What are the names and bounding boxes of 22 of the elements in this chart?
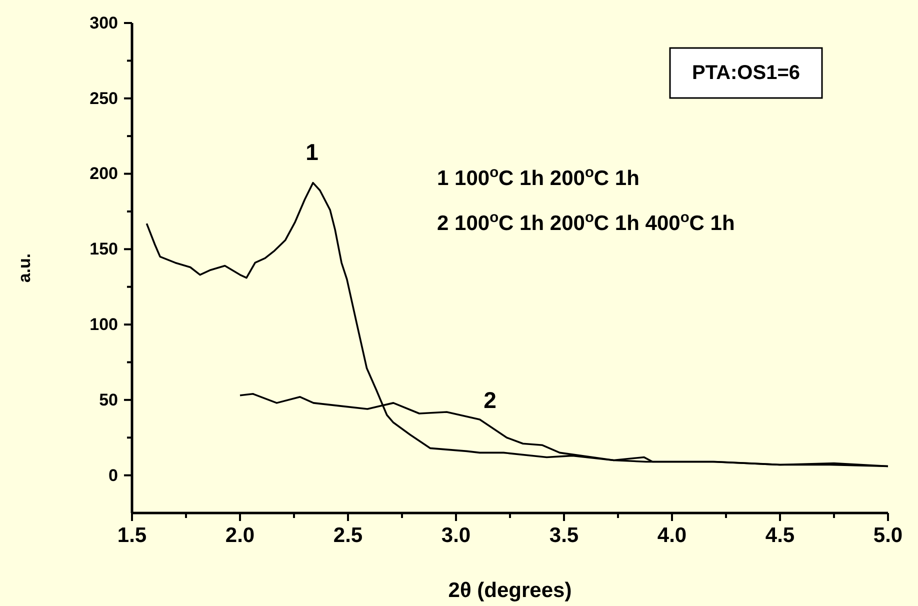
annotation: PTA:OS1=6 (692, 62, 800, 84)
text: 3.0 (441, 524, 471, 547)
annotation: 1 100$^{o}$C 1h 200$^{o}$C 1h (437, 165, 640, 190)
text: 2.0 (225, 524, 255, 547)
text: 5.0 (873, 524, 903, 547)
x-axis-title: 2θ (degrees) (448, 579, 572, 602)
annotation: 1 (306, 139, 319, 165)
y-axis-title: a.u. (15, 253, 34, 283)
x-tick-label: 1.5 (117, 524, 147, 547)
y-tick-label: 300 (90, 13, 118, 32)
text: 4.0 (657, 524, 687, 547)
x-tick-label: 4.5 (765, 524, 795, 547)
annotation: 2 (484, 387, 496, 413)
y-tick-label: 100 (90, 314, 118, 334)
annotation: 2 100$^{o}$C 1h 200$^{o}$C 1h 400$^{o}$C 1h (437, 210, 735, 235)
x-tick-label: 3.5 (549, 524, 579, 547)
x-tick-label: 2.5 (333, 524, 363, 547)
y-tick-label: 150 (90, 240, 118, 259)
y-tick-label: 0 (108, 466, 118, 485)
y-tick-label: 200 (90, 164, 118, 184)
y-tick-label: 50 (99, 390, 118, 410)
y-tick-label: 250 (90, 88, 118, 108)
